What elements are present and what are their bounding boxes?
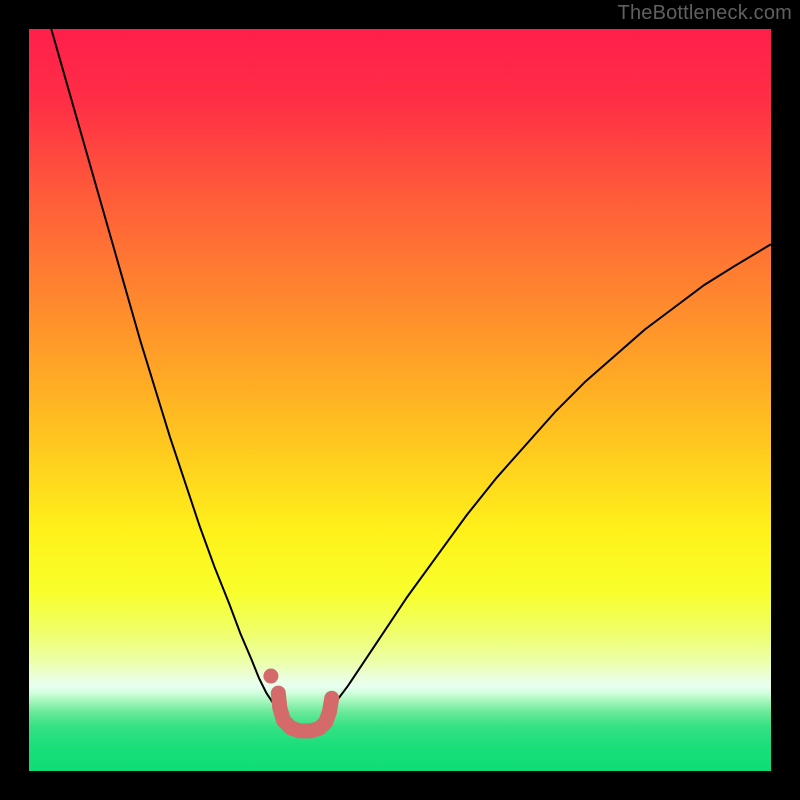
watermark-text: TheBottleneck.com [618,2,792,25]
plot-background-gradient [29,29,771,771]
chart-svg [0,0,800,800]
bottom-u-start-dot [263,669,278,684]
chart-stage: TheBottleneck.com [0,0,800,800]
